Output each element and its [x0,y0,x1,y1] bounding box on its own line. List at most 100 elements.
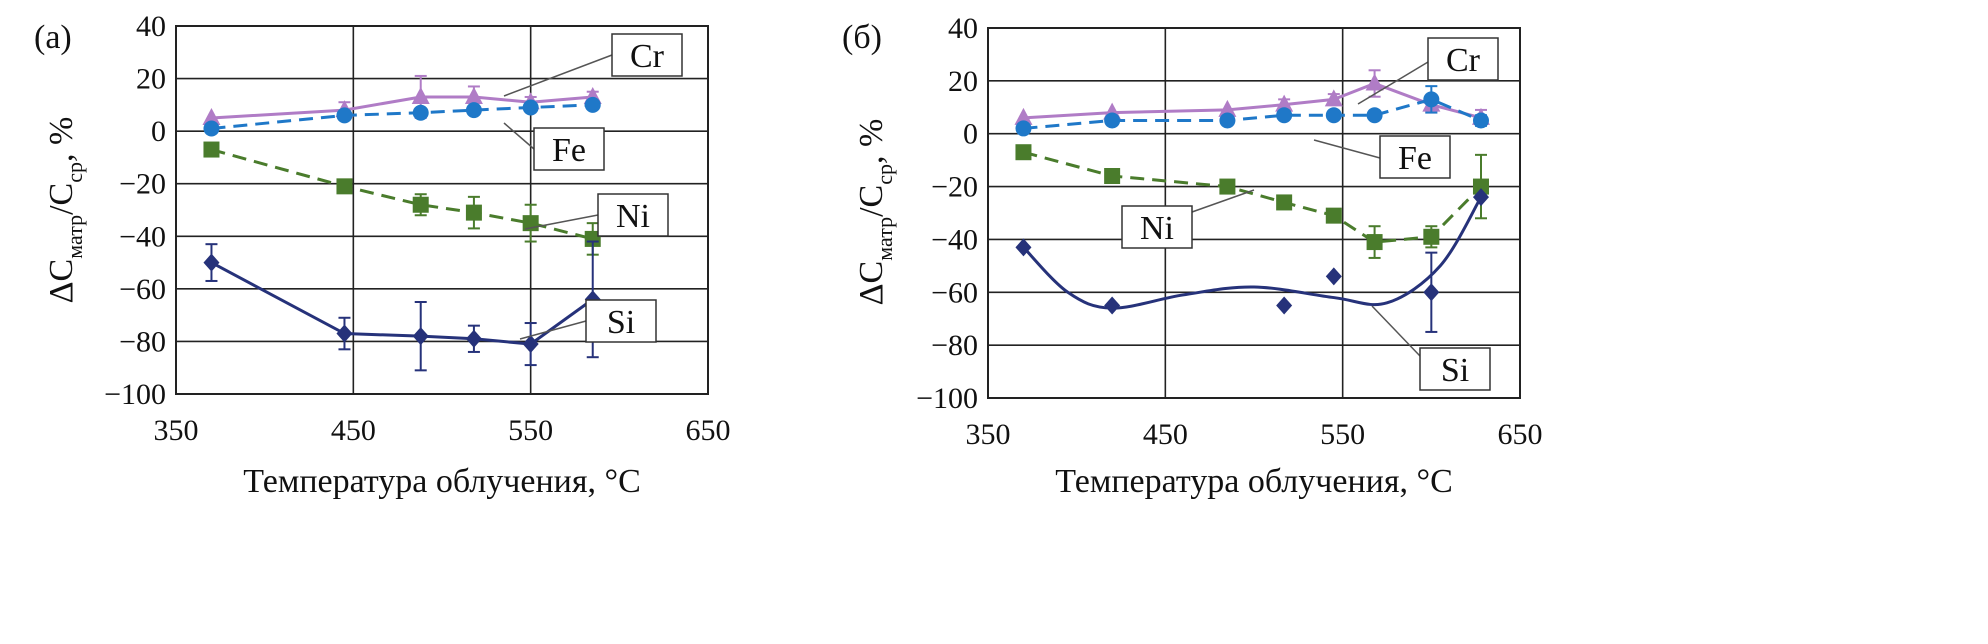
data-point-si [1423,283,1440,302]
y-tick-label: 40 [136,10,166,43]
data-point-si [412,327,429,346]
callout-leader-si [1371,305,1421,357]
y-tick-label: 0 [151,115,166,148]
data-point-fe [1015,120,1032,137]
data-point-cr [1014,107,1033,125]
legend-label-ni: Ni [1140,210,1174,247]
callout-leader-ni [1191,189,1255,213]
callout-box-fe [1379,135,1451,179]
y-tick-label: −100 [104,378,166,411]
callout-box-cr [611,33,683,77]
x-tick-label: 350 [966,418,1011,451]
y-tick-label: −80 [931,329,978,362]
data-point-si [465,329,482,348]
data-point-ni [1325,207,1342,224]
x-tick-label: 550 [1320,418,1365,451]
data-point-si [522,335,539,354]
y-tick-label: −20 [931,171,978,204]
callout-leader-cr [503,54,613,97]
series-ni: Ni [203,141,669,256]
data-point-ni [1219,178,1236,195]
y-tick-label: −40 [931,223,978,256]
y-axis-label: ΔCматр/Cср, % [853,119,897,306]
callout-leader-ni [524,214,599,230]
y-tick-label: −20 [119,168,166,201]
callout-leader-si [519,320,587,340]
y-tick-label: 0 [963,118,978,151]
series-line-fe [1023,97,1482,130]
x-axis-label: Температура облучения, °C [1055,463,1453,500]
data-point-si [1276,296,1293,315]
legend-label-si: Si [607,304,635,341]
panel-label: (a) [34,19,72,56]
x-tick-label: 450 [331,414,376,447]
legend-label-si: Si [1441,352,1469,389]
data-point-si [336,324,353,343]
data-point-fe [1325,107,1342,124]
data-point-ni [412,196,429,213]
callout-leader-fe [1313,139,1381,159]
series-line-ni [1023,150,1483,244]
data-point-ni [1015,144,1032,161]
legend-label-fe: Fe [1398,140,1432,177]
callout-box-ni [597,193,669,237]
y-axis-label: ΔCматр/Cср, % [43,117,87,304]
x-tick-label: 350 [154,414,199,447]
x-tick-label: 650 [686,414,731,447]
data-point-ni [1472,178,1489,195]
data-point-si [1472,188,1489,207]
data-point-cr [202,108,221,125]
series-line-cr [211,95,593,120]
data-point-cr [1275,94,1294,112]
callout-leader-cr [1357,61,1429,105]
data-point-cr [411,86,430,104]
data-point-fe [522,99,539,116]
data-point-fe [1366,107,1383,124]
series-line-fe [211,103,593,131]
series-fe: Fe [1015,85,1489,179]
legend-label-cr: Cr [1446,42,1481,79]
data-point-ni [1104,168,1121,184]
data-point-si [1015,238,1032,257]
data-point-ni [203,141,220,158]
data-point-fe [203,120,220,137]
y-tick-label: 20 [948,65,978,98]
data-point-fe [336,107,353,124]
x-tick-label: 450 [1143,418,1188,451]
callout-leader-fe [503,122,535,150]
series-si: Si [1015,188,1491,391]
data-point-cr [1218,99,1237,117]
y-tick-label: −40 [119,220,166,253]
data-point-fe [412,104,429,121]
series-si: Si [203,240,657,372]
data-point-fe [1472,112,1489,129]
data-point-cr [1365,73,1384,91]
y-tick-label: −60 [931,276,978,309]
series-ni: Ni [1015,144,1489,259]
data-point-fe [1276,107,1293,124]
x-tick-label: 650 [1498,418,1543,451]
data-point-fe [465,102,482,119]
y-tick-label: −100 [916,382,978,415]
data-point-ni [1366,234,1383,251]
callout-box-cr [1427,37,1499,81]
y-tick-label: 40 [948,12,978,45]
data-point-ni [465,204,482,221]
x-axis-label: Температура облучения, °C [243,463,641,500]
data-point-ni [336,178,353,195]
legend-label-ni: Ni [616,198,650,235]
callout-box-ni [1121,205,1193,249]
x-tick-label: 550 [508,414,553,447]
y-tick-label: 20 [136,63,166,96]
series-line-si [1022,196,1483,310]
callout-box-fe [533,127,605,171]
data-point-si [203,253,220,272]
data-point-ni [584,230,601,247]
data-point-fe [1423,91,1440,108]
data-point-fe [1104,112,1121,129]
data-point-si [1325,267,1342,286]
series-fe: Fe [203,96,605,171]
